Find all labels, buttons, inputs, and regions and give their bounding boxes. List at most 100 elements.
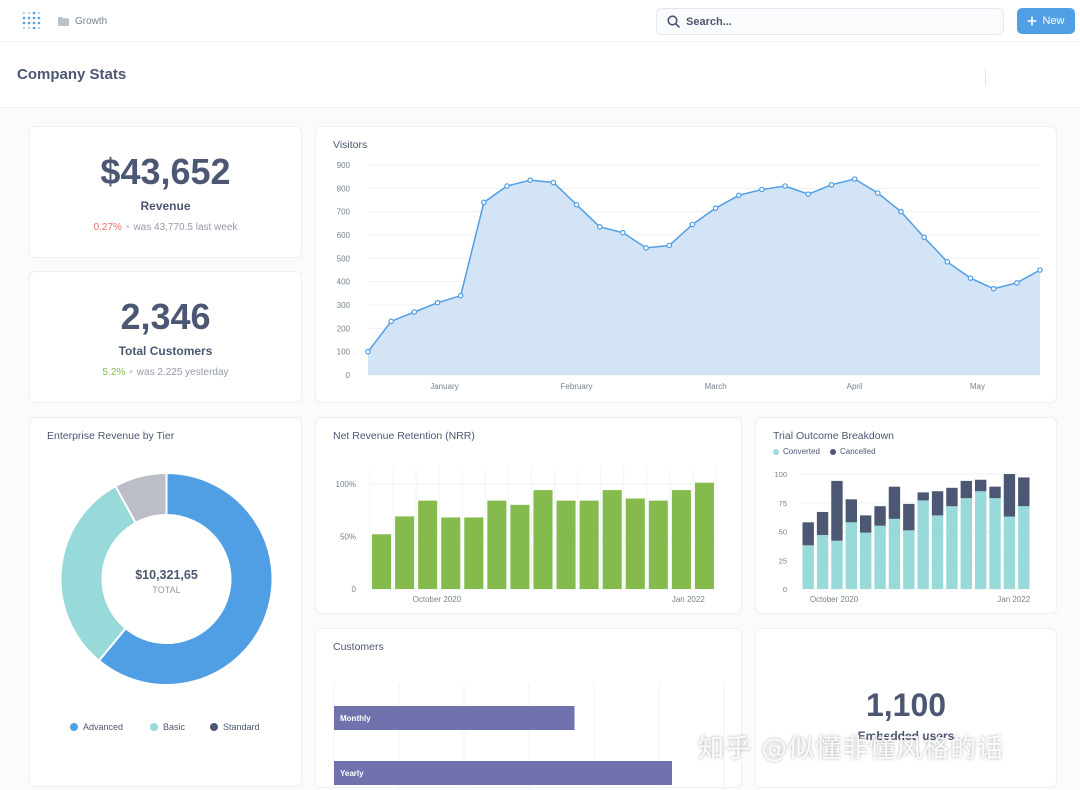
embedded-users-label: Embedded users — [857, 729, 955, 743]
trial-bar-converted — [831, 540, 843, 589]
visitors-y-tick: 200 — [337, 324, 351, 333]
legend-standard[interactable]: Standard — [210, 722, 260, 732]
visitors-point — [457, 292, 464, 299]
legend-label-advanced: Advanced — [83, 722, 124, 732]
trial-bar-converted — [960, 498, 972, 589]
trial-bar-converted — [975, 491, 987, 589]
visitors-point — [550, 179, 557, 186]
breadcrumb[interactable]: Growth — [58, 13, 107, 29]
nrr-bar — [602, 490, 622, 589]
trial-bar-cancelled — [989, 486, 1001, 499]
folder-icon — [58, 16, 69, 26]
trial-bar-converted — [989, 498, 1001, 589]
trial-bar-converted — [931, 515, 944, 589]
enterprise-title[interactable]: Enterprise Revenue by Tier — [47, 430, 175, 442]
nrr-bar — [694, 482, 714, 589]
customers-chart-title[interactable]: Customers — [333, 641, 384, 653]
trial-bar-cancelled — [845, 499, 857, 523]
nrr-card[interactable]: Net Revenue Retention (NRR) 0 50% 100% Octo… — [315, 417, 742, 614]
search-input[interactable] — [686, 15, 986, 28]
visitors-point — [898, 208, 904, 215]
search-box[interactable] — [656, 8, 1004, 35]
visitors-y-tick: 800 — [337, 184, 351, 193]
visitors-y-tick: 700 — [337, 208, 351, 217]
revenue-value: $43,652 — [100, 151, 231, 192]
metabase-logo-icon[interactable] — [20, 9, 44, 33]
visitors-y-tick: 300 — [337, 301, 351, 310]
legend-label-standard: Standard — [223, 722, 260, 732]
trial-outcome-card[interactable]: Trial Outcome Breakdown Converted Cancel… — [755, 417, 1057, 614]
revenue-card[interactable]: $43,652 Revenue 0.27% • was 43,770.5 last … — [29, 126, 302, 258]
visitors-point — [411, 309, 418, 315]
visitors-y-tick: 100 — [337, 348, 351, 357]
visitors-point — [527, 177, 534, 183]
visitors-point — [596, 224, 603, 230]
visitors-point — [828, 182, 835, 188]
nrr-y-tick: 0 — [352, 585, 357, 594]
nrr-bar — [556, 500, 576, 589]
visitors-x-tick: January — [430, 382, 458, 391]
donut-center: $10,321,65 TOTAL — [30, 568, 303, 595]
trial-bar-converted — [888, 518, 901, 589]
legend-dot-cancelled — [830, 448, 836, 455]
trial-bar-converted — [917, 500, 929, 589]
new-button[interactable]: New — [1017, 8, 1075, 34]
visitors-point — [735, 192, 742, 199]
legend-label-basic: Basic — [163, 722, 186, 732]
legend-basic[interactable]: Basic — [150, 722, 185, 732]
total-customers-compare-text: was 2.225 yesterday — [136, 367, 229, 378]
plus-icon — [1027, 16, 1037, 26]
visitors-y-tick: 0 — [346, 371, 351, 380]
visitors-point — [573, 201, 580, 208]
visitors-point — [990, 285, 997, 292]
nrr-bar — [418, 500, 438, 589]
trial-bar-converted — [845, 522, 857, 589]
trial-bar-converted — [816, 534, 829, 589]
new-button-label[interactable]: New — [1042, 15, 1065, 27]
trial-bar-cancelled — [831, 480, 843, 541]
nrr-x-tick: October 2020 — [413, 595, 462, 604]
visitors-card[interactable]: Visitors 0 100 200 300 400 500 600 700 800 900 Jan… — [315, 126, 1057, 403]
visitors-y-tick: 600 — [337, 231, 351, 240]
trial-bar-converted — [1003, 516, 1016, 589]
trial-bar-cancelled — [903, 503, 915, 531]
visitors-point — [921, 234, 927, 241]
donut-slice-advanced — [97, 471, 274, 686]
customers-chart-card[interactable]: Customers Monthly Yearly — [315, 628, 743, 789]
visitors-point — [967, 275, 974, 281]
trial-chart[interactable]: 0 25 50 75 100 October 2020 Jan 2022 — [756, 418, 1058, 615]
visitors-title[interactable]: Visitors — [333, 139, 368, 151]
trial-bar-cancelled — [816, 511, 829, 535]
revenue-compare: 0.27% • was 43,770.5 last week — [93, 222, 238, 233]
nrr-chart[interactable]: 0 50% 100% October 2020 Jan 2022 — [316, 418, 743, 615]
trial-bar-converted — [802, 545, 814, 589]
legend-advanced[interactable]: Advanced — [70, 722, 123, 732]
legend-dot-converted — [773, 448, 779, 455]
visitors-point — [712, 205, 719, 211]
trial-title[interactable]: Trial Outcome Breakdown — [773, 430, 894, 442]
nrr-bar — [441, 517, 461, 589]
embedded-users-card[interactable]: 1,100 Embedded users — [755, 628, 1057, 788]
total-customers-compare: 5.2% • was 2.225 yesterday — [102, 367, 229, 378]
nrr-title[interactable]: Net Revenue Retention (NRR) — [333, 430, 475, 442]
legend-cancelled[interactable]: Cancelled — [830, 447, 876, 456]
embedded-users-value: 1,100 — [865, 687, 947, 723]
breadcrumb-label[interactable]: Growth — [75, 15, 108, 27]
visitors-point — [805, 191, 812, 197]
total-customers-change: 5.2% — [102, 367, 126, 378]
nrr-y-tick: 100% — [336, 480, 356, 489]
enterprise-donut-chart[interactable] — [30, 458, 303, 748]
legend-converted[interactable]: Converted — [773, 447, 820, 456]
visitors-point — [1037, 267, 1043, 273]
trial-bar-cancelled — [1018, 477, 1030, 507]
trial-bar-cancelled — [860, 515, 872, 533]
trial-x-tick: October 2020 — [810, 595, 859, 604]
customers-bar-chart[interactable]: Monthly Yearly — [316, 629, 743, 789]
trial-bar-cancelled — [975, 479, 987, 492]
trial-bar-cancelled — [931, 491, 944, 516]
visitors-chart[interactable]: 0 100 200 300 400 500 600 700 800 900 January Febru… — [316, 127, 1058, 404]
nrr-bar — [510, 504, 530, 589]
enterprise-revenue-card[interactable]: Enterprise Revenue by Tier $10,321,65 TO… — [29, 417, 302, 787]
total-customers-card[interactable]: 2,346 Total Customers 5.2% • was 2.225 yes… — [29, 271, 302, 403]
visitors-point — [1014, 280, 1020, 286]
